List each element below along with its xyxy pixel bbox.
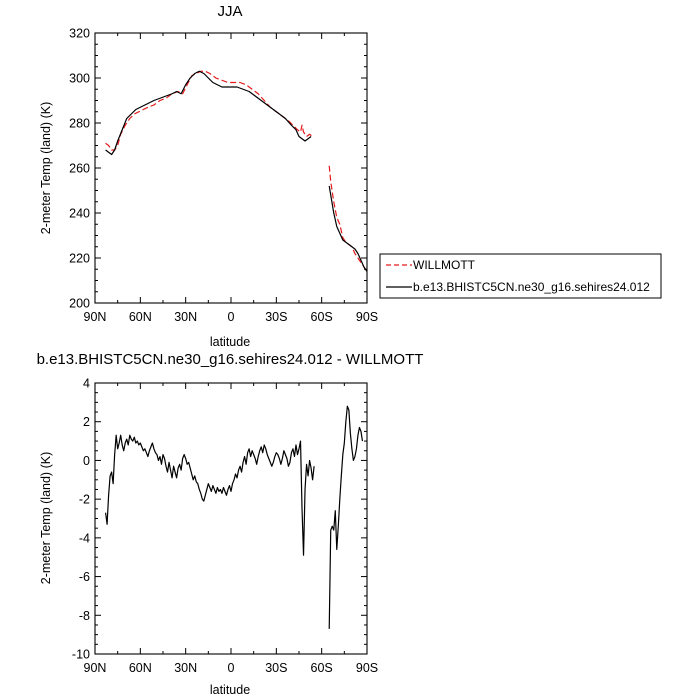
top-x-tick-label: 90S <box>356 310 378 324</box>
top-y-tick-label: 260 <box>69 162 90 176</box>
top-series-1-line-segment-0 <box>105 70 312 156</box>
bottom-chart-title: b.e13.BHISTC5CN.ne30_g16.sehires24.012 -… <box>37 351 424 368</box>
top-chart-title: JJA <box>217 3 242 20</box>
top-x-tick-label: 90N <box>84 310 107 324</box>
bottom-y-tick-label: -8 <box>79 609 90 623</box>
bottom-y-tick-label: -6 <box>79 570 90 584</box>
bottom-y-tick-label: 2 <box>83 415 90 429</box>
top-x-tick-label: 60S <box>311 310 333 324</box>
bottom-x-tick-label: 60S <box>311 661 333 675</box>
top-y-tick-label: 280 <box>69 117 90 131</box>
bottom-plot-area: 90N 60N 30N 0 30S 60S 90S -10 -8 -6 -4 -2 0 2 4 <box>72 377 378 676</box>
top-series-0-line-segment-1 <box>328 165 367 272</box>
bottom-x-tick-label: 90S <box>356 661 378 675</box>
bottom-series-0-line-segment-1 <box>328 405 364 629</box>
top-x-tick-label: 30S <box>265 310 287 324</box>
legend-box <box>379 253 662 299</box>
bottom-x-tick-label: 0 <box>228 661 235 675</box>
bottom-x-tick-label: 30N <box>174 661 197 675</box>
bottom-y-tick-label: -10 <box>72 648 90 662</box>
bottom-y-tick-label: -4 <box>79 531 90 545</box>
bottom-y-axis-label: 2-meter Temp (land) (K) <box>39 452 53 584</box>
bottom-y-tick-label: 4 <box>83 377 90 391</box>
bottom-x-tick-label: 60N <box>129 661 152 675</box>
top-y-axis-label: 2-meter Temp (land) (K) <box>39 102 53 234</box>
bottom-plot-frame <box>94 382 368 655</box>
bottom-x-axis-label: latitude <box>210 683 250 697</box>
top-series-1-line-segment-1 <box>328 185 367 272</box>
top-x-tick-label: 60N <box>129 310 152 324</box>
top-plot-frame <box>94 32 368 304</box>
top-y-tick-label: 240 <box>69 207 90 221</box>
top-legend: WILLMOTT b.e13.BHISTC5CN.ne30_g16.sehire… <box>379 253 662 299</box>
bottom-panel: b.e13.BHISTC5CN.ne30_g16.sehires24.012 -… <box>37 351 424 697</box>
bottom-series-0-line-segment-0 <box>104 434 315 556</box>
bottom-y-tick-label: 0 <box>83 454 90 468</box>
legend-entry-model: b.e13.BHISTC5CN.ne30_g16.sehires24.012 <box>413 280 650 294</box>
bottom-y-tick-label: -2 <box>79 493 90 507</box>
top-y-tick-label: 320 <box>69 27 90 41</box>
bottom-x-tick-label: 90N <box>84 661 107 675</box>
top-y-tick-label: 300 <box>69 72 90 86</box>
top-panel: JJA 90N 60N 30N 0 30S 60S 90S 200 220 240 260 280 30… <box>39 3 662 349</box>
top-x-axis-label: latitude <box>210 335 250 349</box>
top-y-tick-label: 200 <box>69 297 90 311</box>
top-x-tick-label: 30N <box>174 310 197 324</box>
bottom-x-tick-label: 30S <box>265 661 287 675</box>
legend-entry-willmott: WILLMOTT <box>413 258 476 272</box>
top-y-tick-label: 220 <box>69 252 90 266</box>
top-plot-area: 90N 60N 30N 0 30S 60S 90S 200 220 240 260 280 300 320 <box>69 27 378 325</box>
top-series-0-line-segment-0 <box>105 70 313 151</box>
top-x-tick-label: 0 <box>228 310 235 324</box>
